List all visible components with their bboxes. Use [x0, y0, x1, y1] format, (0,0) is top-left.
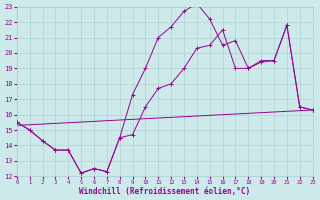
X-axis label: Windchill (Refroidissement éolien,°C): Windchill (Refroidissement éolien,°C): [79, 187, 250, 196]
